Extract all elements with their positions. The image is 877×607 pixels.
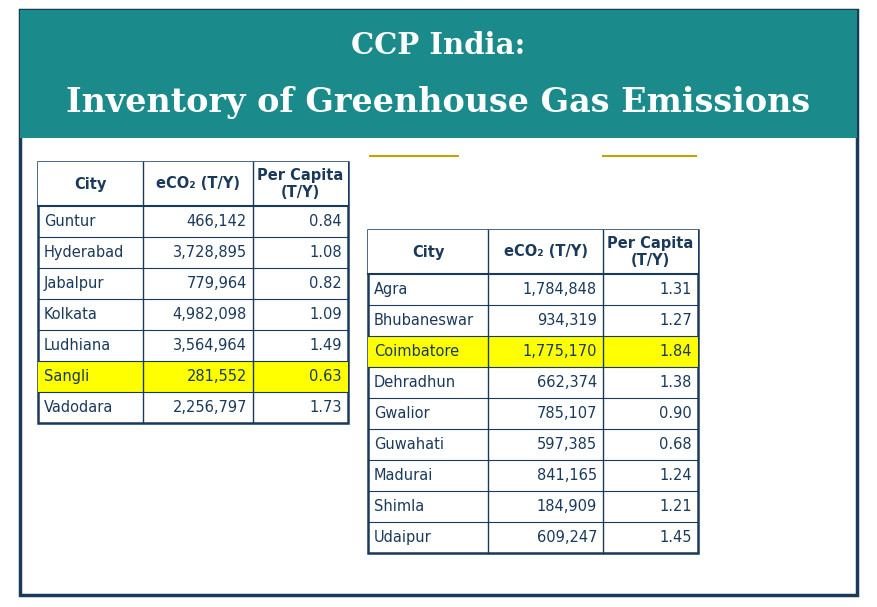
Text: Kolkata: Kolkata bbox=[44, 307, 98, 322]
Text: Per Capita
(T/Y): Per Capita (T/Y) bbox=[257, 168, 344, 200]
Text: 3,728,895: 3,728,895 bbox=[173, 245, 247, 260]
Text: 662,374: 662,374 bbox=[537, 375, 597, 390]
Text: Coimbatore: Coimbatore bbox=[374, 344, 460, 359]
Bar bbox=[368, 230, 698, 553]
Text: 1.31: 1.31 bbox=[660, 282, 692, 297]
Bar bbox=[368, 230, 698, 274]
Text: 1.09: 1.09 bbox=[310, 307, 342, 322]
Text: 934,319: 934,319 bbox=[537, 313, 597, 328]
Bar bbox=[38, 162, 348, 423]
Text: City: City bbox=[75, 177, 107, 191]
Text: CCP India:: CCP India: bbox=[352, 32, 525, 60]
Text: 0.68: 0.68 bbox=[660, 437, 692, 452]
Text: Per Capita
(T/Y): Per Capita (T/Y) bbox=[608, 236, 694, 268]
Text: Vadodara: Vadodara bbox=[44, 400, 113, 415]
Text: 1.27: 1.27 bbox=[660, 313, 692, 328]
Text: Guwahati: Guwahati bbox=[374, 437, 444, 452]
Text: 609,247: 609,247 bbox=[537, 530, 597, 545]
Bar bbox=[38, 162, 348, 206]
Text: 1.38: 1.38 bbox=[660, 375, 692, 390]
Text: Jabalpur: Jabalpur bbox=[44, 276, 104, 291]
Text: Ludhiana: Ludhiana bbox=[44, 338, 111, 353]
Text: eCO₂ (T/Y): eCO₂ (T/Y) bbox=[156, 177, 240, 191]
Text: 0.63: 0.63 bbox=[310, 369, 342, 384]
Text: 1.73: 1.73 bbox=[310, 400, 342, 415]
Bar bbox=[20, 10, 857, 138]
Text: 1,775,170: 1,775,170 bbox=[523, 344, 597, 359]
Text: Gwalior: Gwalior bbox=[374, 406, 430, 421]
Text: Agra: Agra bbox=[374, 282, 409, 297]
Text: 0.90: 0.90 bbox=[660, 406, 692, 421]
Text: 1.84: 1.84 bbox=[660, 344, 692, 359]
Text: 0.82: 0.82 bbox=[310, 276, 342, 291]
Text: 184,909: 184,909 bbox=[537, 499, 597, 514]
Text: 841,165: 841,165 bbox=[537, 468, 597, 483]
Bar bbox=[38, 361, 348, 392]
Text: 1.45: 1.45 bbox=[660, 530, 692, 545]
Text: Madurai: Madurai bbox=[374, 468, 433, 483]
Text: Bhubaneswar: Bhubaneswar bbox=[374, 313, 474, 328]
Text: Guntur: Guntur bbox=[44, 214, 96, 229]
Text: 1,784,848: 1,784,848 bbox=[523, 282, 597, 297]
Text: eCO₂ (T/Y): eCO₂ (T/Y) bbox=[503, 245, 588, 260]
Bar bbox=[368, 336, 698, 367]
Text: Udaipur: Udaipur bbox=[374, 530, 431, 545]
Text: Inventory of Greenhouse Gas Emissions: Inventory of Greenhouse Gas Emissions bbox=[67, 86, 810, 118]
Text: 1.08: 1.08 bbox=[310, 245, 342, 260]
Text: Shimla: Shimla bbox=[374, 499, 424, 514]
Text: Sangli: Sangli bbox=[44, 369, 89, 384]
Text: 4,982,098: 4,982,098 bbox=[173, 307, 247, 322]
Text: 281,552: 281,552 bbox=[187, 369, 247, 384]
Text: Dehradhun: Dehradhun bbox=[374, 375, 456, 390]
Text: 785,107: 785,107 bbox=[537, 406, 597, 421]
Text: 1.21: 1.21 bbox=[660, 499, 692, 514]
Text: City: City bbox=[412, 245, 444, 260]
Text: 779,964: 779,964 bbox=[187, 276, 247, 291]
Text: 1.24: 1.24 bbox=[660, 468, 692, 483]
Text: 0.84: 0.84 bbox=[310, 214, 342, 229]
Text: 3,564,964: 3,564,964 bbox=[173, 338, 247, 353]
Text: 1.49: 1.49 bbox=[310, 338, 342, 353]
Text: 597,385: 597,385 bbox=[537, 437, 597, 452]
Text: Hyderabad: Hyderabad bbox=[44, 245, 125, 260]
Text: 2,256,797: 2,256,797 bbox=[173, 400, 247, 415]
Text: 466,142: 466,142 bbox=[187, 214, 247, 229]
